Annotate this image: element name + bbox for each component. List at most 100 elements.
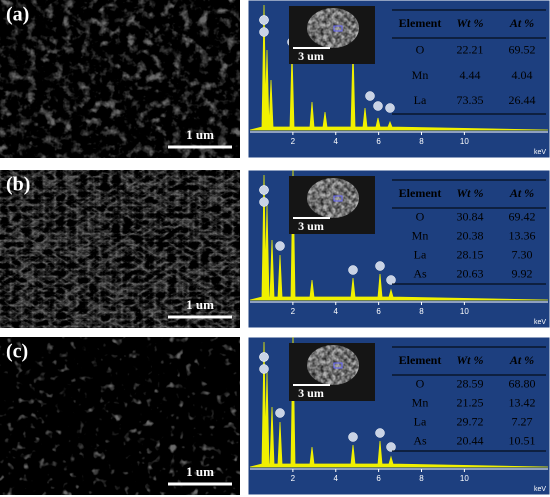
table-cell: As [413,266,427,280]
table-header: Element [399,353,442,367]
table-cell: 10.51 [509,433,536,447]
panel-label: (a) [6,4,29,26]
table-cell: 22.21 [457,42,484,56]
table-header: Element [399,16,442,30]
x-tick-label: 6 [376,474,381,483]
x-tick-label: 10 [460,137,469,146]
peak-marker [259,197,269,207]
x-tick-label: 6 [376,307,381,316]
spectrum-trace [249,4,549,131]
peak-marker [386,275,396,285]
x-tick-label: 4 [334,137,339,146]
table-header: Wt % [457,353,484,367]
sem-scale-text: 1 um [186,464,214,479]
sem-texture [0,0,240,158]
x-tick-label: 2 [291,307,296,316]
sem-texture [0,170,240,328]
table-cell: 29.72 [457,414,484,428]
inset-roi [333,195,343,202]
peak-marker [375,428,385,438]
table-cell: 20.38 [457,228,484,242]
table-cell: La [414,414,427,428]
table-header: At % [509,16,534,30]
peak-marker [385,103,395,113]
inset-roi [333,362,343,369]
table-cell: 26.44 [509,93,536,107]
table-cell: 7.27 [512,414,533,428]
x-tick-label: 4 [334,474,339,483]
x-tick-label: 2 [291,137,296,146]
peak-marker [348,432,358,442]
panel: (c) 1 um 2 4 6 8 10 keV 3 um Element Wt % At % O 28.5… [0,336,550,496]
table-cell: 30.84 [457,209,484,223]
inset-particle [307,8,359,48]
x-unit: keV [534,486,546,493]
table-cell: 21.25 [457,395,484,409]
peak-marker [375,261,385,271]
x-tick-label: 2 [291,474,296,483]
inset-scale-text: 3 um [298,386,324,400]
x-tick-label: 8 [419,137,424,146]
x-tick-label: 4 [334,307,339,316]
table-cell: 73.35 [457,93,484,107]
table-cell: 69.42 [509,209,536,223]
panel-label: (b) [6,174,30,196]
panel: (a) 1 um 2 4 6 8 10 keV 3 um Element Wt % At % O 22.2… [0,0,550,159]
table-cell: Mn [412,68,429,82]
inset-particle [307,178,359,218]
peak-marker [259,15,269,25]
table-cell: As [413,433,427,447]
table-header: Element [399,186,442,200]
peak-marker [275,408,285,418]
sem-texture [0,337,240,495]
table-cell: 13.36 [509,228,536,242]
peak-marker [386,442,396,452]
table-header: Wt % [457,16,484,30]
table-cell: 20.63 [457,266,484,280]
table-cell: O [416,376,425,390]
x-tick-label: 8 [419,307,424,316]
x-unit: keV [534,149,546,156]
panel-label: (c) [6,341,28,363]
x-tick-label: 10 [460,474,469,483]
table-cell: 69.52 [509,42,536,56]
table-cell: 68.80 [509,376,536,390]
table-cell: 9.92 [512,266,533,280]
peak-marker [365,91,375,101]
table-header: At % [509,353,534,367]
inset-roi [333,25,343,32]
peak-marker [373,101,383,111]
x-tick-label: 8 [419,474,424,483]
inset-particle [307,345,359,385]
table-cell: La [414,247,427,261]
sem-scale-text: 1 um [186,127,214,142]
inset-scale-text: 3 um [298,49,324,63]
x-tick-label: 10 [460,307,469,316]
table-cell: 4.04 [512,68,533,82]
table-cell: O [416,42,425,56]
peak-marker [348,265,358,275]
table-cell: 7.30 [512,247,533,261]
table-header: At % [509,186,534,200]
x-unit: keV [534,319,546,326]
peak-marker [259,364,269,374]
peak-marker [259,185,269,195]
table-cell: 28.15 [457,247,484,261]
table-cell: O [416,209,425,223]
table-cell: 13.42 [509,395,536,409]
sem-scale-text: 1 um [186,297,214,312]
table-cell: 4.44 [460,68,481,82]
table-cell: La [414,93,427,107]
peak-marker [259,352,269,362]
table-cell: 28.59 [457,376,484,390]
panel: (b) 1 um 2 4 6 8 10 keV 3 um Element Wt % At % O 30.8… [0,169,550,329]
table-cell: Mn [412,228,429,242]
table-cell: Mn [412,395,429,409]
table-cell: 20.44 [457,433,484,447]
x-tick-label: 6 [376,137,381,146]
peak-marker [259,27,269,37]
table-header: Wt % [457,186,484,200]
peak-marker [275,241,285,251]
inset-scale-text: 3 um [298,219,324,233]
